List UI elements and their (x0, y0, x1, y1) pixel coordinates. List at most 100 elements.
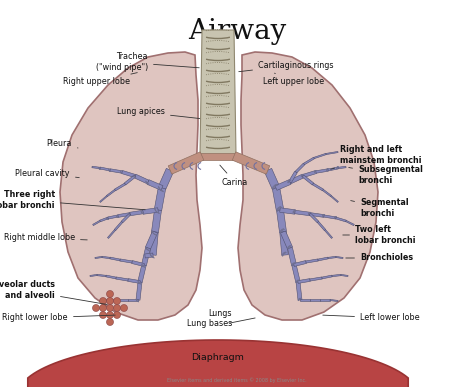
Polygon shape (296, 282, 302, 300)
Text: Carina: Carina (220, 165, 248, 187)
Polygon shape (295, 163, 305, 173)
Polygon shape (317, 221, 326, 231)
Polygon shape (108, 229, 116, 238)
Polygon shape (108, 299, 118, 301)
Text: Segmental
bronchi: Segmental bronchi (351, 198, 409, 218)
Text: Right lower lobe: Right lower lobe (2, 313, 115, 322)
Polygon shape (238, 52, 378, 320)
Polygon shape (303, 157, 314, 165)
Polygon shape (341, 274, 348, 277)
Polygon shape (146, 231, 157, 249)
Text: Airway: Airway (188, 18, 286, 45)
Polygon shape (95, 257, 102, 259)
Polygon shape (310, 277, 322, 281)
Polygon shape (289, 174, 304, 184)
Polygon shape (232, 152, 270, 174)
Polygon shape (322, 189, 331, 197)
Polygon shape (136, 282, 142, 300)
Polygon shape (292, 264, 300, 283)
Polygon shape (121, 213, 131, 223)
Polygon shape (110, 169, 122, 173)
Circle shape (107, 298, 113, 305)
Polygon shape (134, 174, 149, 184)
Polygon shape (289, 171, 297, 183)
Polygon shape (142, 247, 150, 265)
Polygon shape (118, 212, 130, 217)
Polygon shape (168, 152, 204, 174)
Polygon shape (330, 300, 338, 301)
Polygon shape (302, 170, 317, 178)
Polygon shape (100, 167, 110, 171)
Polygon shape (110, 257, 120, 261)
Polygon shape (128, 279, 140, 283)
Polygon shape (155, 187, 166, 211)
Text: Lungs: Lungs (208, 310, 232, 319)
Polygon shape (302, 175, 314, 185)
Circle shape (100, 305, 107, 312)
Polygon shape (97, 274, 106, 277)
Text: Pleural cavity: Pleural cavity (16, 168, 79, 178)
Circle shape (100, 312, 107, 319)
Polygon shape (158, 168, 173, 190)
Polygon shape (272, 187, 284, 211)
Circle shape (107, 291, 113, 298)
Polygon shape (120, 259, 132, 263)
Polygon shape (100, 300, 108, 301)
Polygon shape (322, 275, 332, 279)
Polygon shape (150, 232, 158, 255)
Circle shape (100, 298, 107, 305)
Polygon shape (107, 189, 116, 197)
Text: Elsevier items and derived items © 2008 by Elsevier Inc.: Elsevier items and derived items © 2008 … (167, 377, 307, 383)
Polygon shape (114, 221, 123, 231)
Polygon shape (90, 274, 97, 277)
Text: Alveolar ducts
and alveoli: Alveolar ducts and alveoli (0, 280, 107, 305)
Text: Left upper lobe: Left upper lobe (263, 73, 324, 87)
Text: Right and left
mainstem bronchi: Right and left mainstem bronchi (331, 145, 421, 169)
Polygon shape (280, 208, 295, 214)
Polygon shape (200, 152, 236, 159)
Polygon shape (115, 183, 126, 191)
Polygon shape (276, 209, 286, 233)
Text: Left lower lobe: Left lower lobe (323, 313, 419, 322)
Polygon shape (102, 256, 110, 259)
Circle shape (113, 312, 120, 319)
Polygon shape (118, 299, 128, 301)
Polygon shape (130, 210, 143, 216)
Polygon shape (264, 168, 280, 190)
Circle shape (113, 298, 120, 305)
Polygon shape (100, 195, 108, 202)
Polygon shape (200, 30, 236, 155)
Text: Bronchioles: Bronchioles (346, 253, 413, 262)
Text: Diaphragm: Diaphragm (191, 353, 245, 363)
Polygon shape (288, 247, 296, 265)
Circle shape (120, 305, 128, 312)
Polygon shape (106, 275, 116, 279)
Polygon shape (108, 215, 118, 219)
Polygon shape (143, 208, 158, 214)
Polygon shape (281, 231, 292, 249)
Polygon shape (346, 220, 354, 226)
Text: Subsegmental
bronchi: Subsegmental bronchi (349, 165, 423, 185)
Polygon shape (92, 220, 100, 226)
Polygon shape (295, 210, 310, 216)
Polygon shape (147, 180, 163, 190)
Polygon shape (312, 183, 324, 191)
Polygon shape (314, 153, 326, 159)
Polygon shape (306, 259, 318, 263)
Text: Lung apices: Lung apices (117, 108, 210, 120)
Text: Trachea
("wind pipe"): Trachea ("wind pipe") (96, 52, 199, 72)
Text: Pleura: Pleura (46, 139, 78, 148)
Polygon shape (124, 175, 136, 185)
Polygon shape (320, 299, 330, 301)
Polygon shape (328, 256, 336, 259)
Polygon shape (324, 215, 336, 219)
Polygon shape (138, 264, 146, 283)
Circle shape (107, 319, 113, 325)
Polygon shape (132, 260, 145, 267)
Text: Right middle lobe: Right middle lobe (4, 233, 87, 243)
Polygon shape (300, 299, 310, 301)
Polygon shape (128, 299, 138, 301)
Polygon shape (328, 167, 338, 171)
Polygon shape (145, 253, 153, 258)
Polygon shape (293, 260, 306, 267)
